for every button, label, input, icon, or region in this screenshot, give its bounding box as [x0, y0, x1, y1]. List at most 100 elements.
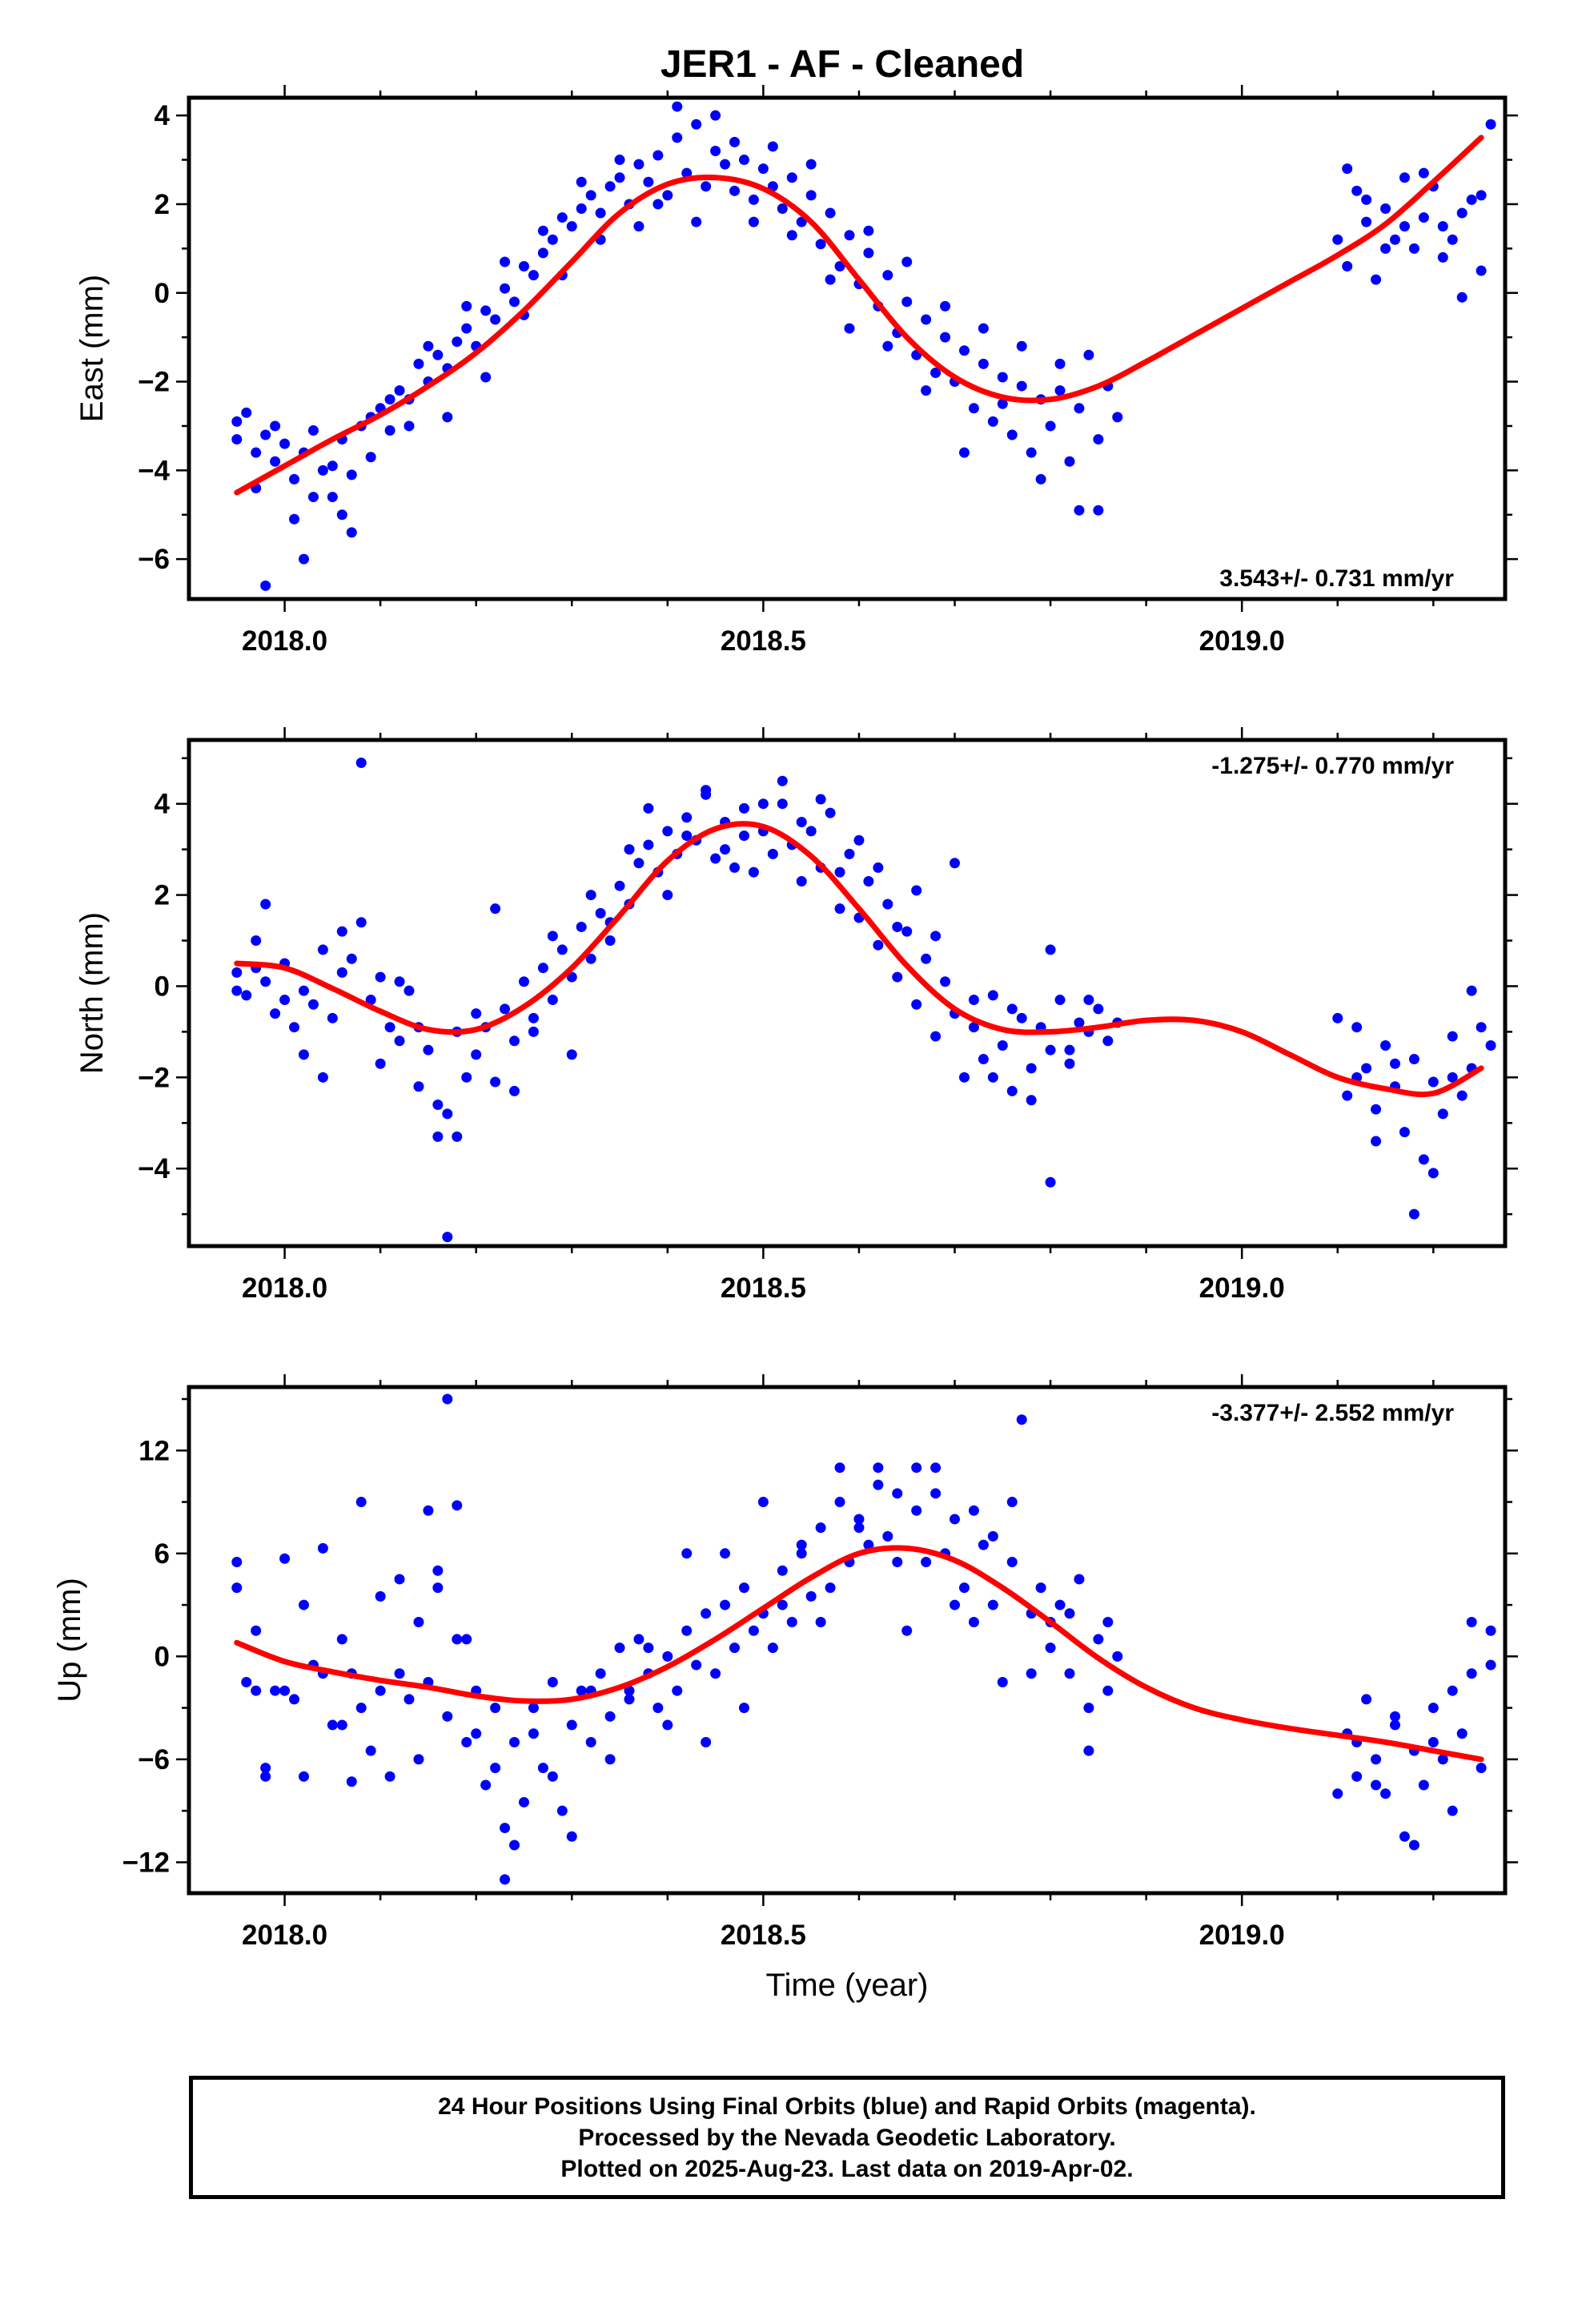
data-point: [1083, 995, 1094, 1006]
data-point: [825, 274, 836, 285]
data-point: [958, 1072, 970, 1083]
rate-label: 3.543+/- 0.731 mm/yr: [1219, 565, 1454, 592]
data-point: [413, 1754, 424, 1765]
data-point: [1371, 1136, 1382, 1147]
data-point: [738, 1582, 749, 1594]
data-point: [681, 1625, 693, 1636]
data-point: [423, 340, 434, 352]
data-point: [279, 438, 291, 449]
data-point: [1456, 292, 1468, 303]
data-point: [1093, 1003, 1104, 1015]
chart-title: JER1 - AF - Cleaned: [661, 43, 1024, 86]
data-point: [614, 172, 625, 183]
data-point: [509, 1839, 520, 1851]
data-point: [260, 1771, 271, 1782]
data-point: [738, 1703, 749, 1714]
data-point: [1332, 234, 1343, 245]
data-point: [1064, 1668, 1075, 1679]
data-point: [413, 1081, 424, 1092]
data-point: [528, 1703, 539, 1714]
data-point: [327, 1719, 338, 1731]
x-tick-label: 2019.0: [1199, 1273, 1285, 1304]
data-point: [1361, 1063, 1372, 1074]
data-point: [786, 230, 797, 241]
data-point: [950, 1599, 961, 1610]
data-point: [681, 167, 693, 179]
data-point: [1371, 274, 1382, 285]
data-point: [355, 917, 367, 928]
data-point: [365, 452, 376, 463]
data-point: [834, 261, 845, 272]
data-point: [1466, 1617, 1477, 1628]
data-point: [604, 1711, 616, 1722]
data-point: [1332, 1012, 1343, 1023]
data-point: [777, 203, 788, 214]
data-point: [384, 424, 396, 436]
data-point: [930, 931, 942, 942]
data-point: [968, 1505, 979, 1516]
data-point: [1380, 243, 1391, 254]
data-point: [958, 345, 970, 356]
data-point: [1016, 380, 1027, 392]
data-point: [452, 1500, 463, 1511]
data-point: [1418, 167, 1429, 179]
data-point: [1006, 1557, 1018, 1568]
data-point: [777, 798, 788, 810]
x-axis-label: Time (year): [766, 1968, 929, 2003]
data-point: [1054, 1599, 1066, 1610]
fit-curve: [234, 135, 1484, 496]
data-point: [701, 1608, 712, 1619]
data-point: [537, 963, 548, 974]
y-axis-label: East (mm): [74, 275, 110, 422]
data-point: [355, 1703, 367, 1714]
data-point: [882, 340, 893, 352]
fit-curve: [234, 821, 1484, 1098]
y-tick-label: 0: [155, 971, 170, 1002]
data-point: [1390, 1711, 1401, 1722]
data-point: [241, 990, 252, 1001]
data-point: [1485, 1659, 1496, 1671]
data-point: [231, 967, 243, 978]
data-point: [873, 862, 884, 873]
data-point: [1418, 1779, 1429, 1791]
data-point: [260, 580, 271, 591]
data-point: [231, 985, 243, 996]
data-point: [738, 830, 749, 842]
data-point: [336, 967, 347, 978]
data-point: [701, 1736, 712, 1747]
data-point: [940, 300, 951, 312]
data-point: [270, 420, 281, 432]
data-point: [500, 256, 511, 267]
data-point: [442, 412, 453, 423]
data-point: [260, 976, 271, 987]
data-point: [1437, 251, 1448, 263]
data-point: [748, 1625, 759, 1636]
data-point: [1016, 1414, 1027, 1425]
data-point: [786, 172, 797, 183]
data-point: [1083, 349, 1094, 360]
data-point: [921, 385, 932, 396]
data-point: [1456, 1090, 1468, 1101]
data-point: [882, 899, 893, 910]
data-point: [1035, 473, 1046, 485]
data-point: [710, 853, 721, 864]
data-point: [509, 1035, 520, 1047]
x-tick-label: 2018.0: [242, 1920, 327, 1951]
data-point: [1054, 385, 1066, 396]
data-point: [997, 1039, 1008, 1051]
data-point: [1466, 1668, 1477, 1679]
data-point: [1112, 412, 1123, 423]
data-point: [1476, 190, 1487, 201]
data-point: [633, 159, 644, 170]
data-point: [1083, 1703, 1094, 1714]
data-point: [672, 101, 683, 112]
data-point: [384, 1771, 396, 1782]
data-point: [365, 995, 376, 1006]
data-point: [1371, 1754, 1382, 1765]
data-point: [432, 1131, 444, 1142]
data-point: [307, 999, 319, 1010]
data-point: [1074, 1017, 1085, 1028]
data-point: [805, 159, 817, 170]
data-point: [231, 416, 243, 427]
data-point: [1408, 243, 1419, 254]
